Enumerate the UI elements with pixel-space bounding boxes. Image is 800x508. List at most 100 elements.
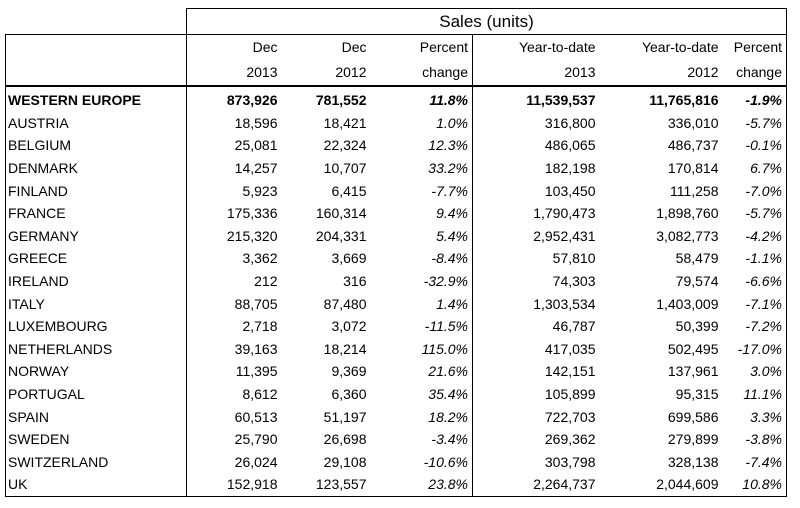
country-name: UK — [5, 473, 187, 497]
dec-2013-value: 873,926 — [186, 86, 282, 112]
country-name: FINLAND — [5, 179, 187, 202]
header-year-2013: 2013 — [186, 60, 282, 87]
ytd-2012-value: 137,961 — [667, 363, 719, 380]
header-blank-cell — [5, 60, 187, 87]
ytd-percent-change: -7.1% — [722, 292, 787, 315]
table-row: GREECE 3,362 3,669 -8.4% 57,810 58,479 -1.1% — [5, 247, 787, 270]
ytd-2012-value: 336,010 — [667, 114, 719, 131]
header-ytd-change: change — [722, 60, 787, 87]
dec-2013-value: 5,923 — [186, 179, 282, 202]
ytd-2012-value: 328,138 — [667, 453, 719, 470]
ytd-2013-value: 142,151 — [472, 360, 600, 383]
dec-2012-value: 316 — [343, 273, 367, 290]
country-name: NORWAY — [5, 360, 187, 383]
country-name: SWEDEN — [5, 427, 187, 451]
dec-2012-value: 160,314 — [315, 205, 367, 222]
dec-2013-value: 39,163 — [186, 337, 282, 361]
ytd-percent-change: -7.4% — [722, 450, 787, 474]
ytd-percent-change: -1.1% — [722, 247, 787, 270]
ytd-percent-change: 3.3% — [722, 405, 787, 428]
dec-2012-value: 6,360 — [331, 386, 367, 403]
ytd-2012-value: 11,765,816 — [649, 92, 719, 109]
dec-2013-value: 3,362 — [186, 247, 282, 270]
corner-cell — [6, 9, 187, 35]
dec-2013-value: 11,395 — [186, 360, 282, 383]
country-name: GERMANY — [5, 224, 187, 248]
ytd-2012-value: 502,495 — [667, 340, 719, 357]
country-name: LUXEMBOURG — [5, 314, 187, 338]
dec-percent-change: -7.7% — [431, 182, 468, 199]
ytd-percent-change: -1.9% — [722, 86, 787, 112]
ytd-2013-value: 316,800 — [472, 111, 600, 135]
ytd-percent-change: -4.2% — [722, 224, 787, 248]
header-dec-2012: Dec — [341, 39, 367, 55]
dec-percent-change: 35.4% — [428, 386, 468, 403]
dec-2012-value: 87,480 — [323, 295, 367, 312]
ytd-percent-change: -0.1% — [722, 134, 787, 157]
dec-2012-value: 51,197 — [323, 408, 367, 425]
table-row: IRELAND 212 316 -32.9% 74,303 79,574 -6.6% — [5, 269, 787, 293]
ytd-2013-value: 722,703 — [472, 405, 600, 428]
dec-percent-change: 9.4% — [436, 205, 468, 222]
dec-percent-change: -11.5% — [424, 318, 468, 335]
country-name: DENMARK — [5, 156, 187, 180]
ytd-2012-value: 3,082,773 — [656, 227, 719, 244]
dec-2013-value: 18,596 — [186, 111, 282, 135]
dec-2012-value: 18,214 — [323, 340, 367, 357]
ytd-2012-value: 486,737 — [667, 137, 719, 154]
dec-percent-change: 33.2% — [428, 160, 468, 177]
country-name: SWITZERLAND — [5, 450, 187, 474]
country-name: IRELAND — [5, 269, 187, 293]
ytd-2012-value: 1,898,760 — [656, 205, 719, 222]
dec-2013-value: 88,705 — [186, 292, 282, 315]
table-row: BELGIUM 25,081 22,324 12.3% 486,065 486,737 -0… — [5, 134, 787, 157]
header-percent-change: Percent — [419, 39, 468, 55]
dec-percent-change: 11.8% — [429, 92, 468, 109]
header-year-2012: 2012 — [281, 60, 371, 87]
dec-2013-value: 212 — [186, 269, 282, 293]
country-name: SPAIN — [5, 405, 187, 428]
table-row: DENMARK 14,257 10,707 33.2% 182,198 170,814 6.… — [5, 156, 787, 180]
table-row: ITALY 88,705 87,480 1.4% 1,303,534 1,403,009-… — [5, 292, 787, 315]
dec-percent-change: 115.0% — [421, 340, 468, 357]
table-row: SWITZERLAND 26,024 29,108 -10.6% 303,798 328,… — [5, 450, 787, 474]
ytd-2012-value: 95,315 — [675, 386, 719, 403]
ytd-percent-change: 3.0% — [722, 360, 787, 383]
dec-2013-value: 26,024 — [186, 450, 282, 474]
dec-2013-value: 152,918 — [186, 473, 282, 497]
ytd-percent-change: -5.7% — [722, 201, 787, 225]
dec-percent-change: 1.4% — [436, 295, 468, 312]
dec-percent-change: 23.8% — [370, 473, 473, 497]
ytd-2013-value: 303,798 — [472, 450, 600, 474]
country-name: WESTERN EUROPE — [5, 86, 187, 112]
header-change: change — [370, 60, 473, 87]
ytd-percent-change: -5.7% — [722, 111, 787, 135]
dec-2012-value: 9,369 — [331, 363, 367, 380]
dec-2013-value: 2,718 — [186, 314, 282, 338]
ytd-2013-value: 417,035 — [472, 337, 600, 361]
ytd-2013-value: 11,539,537 — [472, 86, 600, 112]
ytd-percent-change: 6.7% — [722, 156, 787, 180]
ytd-percent-change: 11.1% — [722, 382, 787, 406]
table-row: FRANCE 175,336 160,314 9.4% 1,790,473 1,898,7… — [5, 201, 787, 225]
sales-table: Sales (units) Dec Dec Percent Year-to-da… — [5, 8, 787, 497]
ytd-2013-value: 74,303 — [472, 269, 600, 293]
header-ytd-2013: Year-to-date — [472, 34, 600, 60]
ytd-2013-value: 105,899 — [472, 382, 600, 406]
dec-percent-change: -32.9% — [423, 273, 468, 290]
header-ytd-2012: Year-to-date — [641, 39, 719, 55]
table-row: NETHERLANDS 39,163 18,214 115.0% 417,035 502,… — [5, 337, 787, 361]
ytd-2013-value: 269,362 — [472, 427, 600, 451]
dec-2013-value: 215,320 — [186, 224, 282, 248]
country-name: NETHERLANDS — [5, 337, 187, 361]
table-row: FINLAND 5,923 6,415 -7.7% 103,450 111,258 -7.0… — [5, 179, 787, 202]
country-name: GREECE — [5, 247, 187, 270]
ytd-percent-change: -6.6% — [722, 269, 787, 293]
table-title: Sales (units) — [186, 8, 787, 35]
dec-2012-value: 781,552 — [315, 92, 367, 109]
ytd-2012-value: 79,574 — [675, 273, 719, 290]
dec-percent-change: 5.4% — [436, 227, 468, 244]
table-row: SPAIN 60,513 51,197 18.2% 722,703 699,586 3.3% — [5, 405, 787, 428]
country-name: AUSTRIA — [5, 111, 187, 135]
ytd-percent-change: -7.0% — [722, 179, 787, 202]
